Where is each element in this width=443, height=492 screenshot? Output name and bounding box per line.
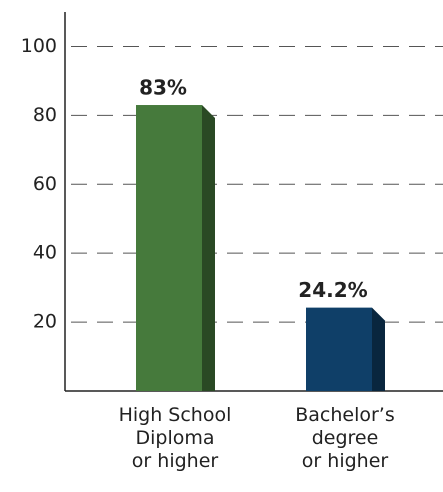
bar-side bbox=[202, 105, 215, 391]
x-tick-label: Bachelor’s degree or higher bbox=[295, 404, 395, 472]
y-tick-label: 40 bbox=[33, 242, 57, 264]
x-tick-label: High School Diploma or higher bbox=[118, 404, 232, 472]
y-tick-label: 100 bbox=[21, 35, 57, 57]
y-tick-label: 20 bbox=[33, 311, 57, 333]
bar bbox=[136, 105, 202, 391]
y-tick-label: 80 bbox=[33, 104, 57, 126]
value-label: 24.2% bbox=[298, 278, 367, 302]
bar bbox=[306, 307, 372, 391]
value-label: 83% bbox=[139, 76, 187, 100]
y-tick-label: 60 bbox=[33, 173, 57, 195]
bar-side bbox=[372, 307, 385, 391]
